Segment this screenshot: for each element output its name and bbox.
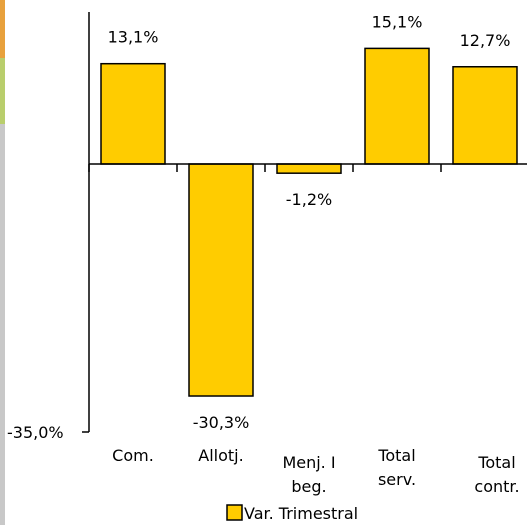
data-label-4: 12,7%: [460, 31, 511, 50]
bars-layer: [100, 47, 518, 397]
data-label-3: 15,1%: [372, 12, 423, 31]
category-label-1: Allotj.: [198, 446, 243, 465]
category-label-line: Total: [477, 453, 515, 472]
category-labels-layer: Com. Allotj. Menj. I beg. Total serv. Total con…: [112, 446, 519, 496]
window-edge-strip-gray: [0, 124, 5, 525]
legend: Var. Trimestral: [226, 504, 358, 523]
category-label-line: beg.: [291, 477, 326, 496]
category-label-3: Total serv.: [377, 446, 416, 489]
window-edge-strip-green: [0, 58, 5, 124]
bar-2: [276, 163, 342, 174]
category-label-line: Allotj.: [198, 446, 243, 465]
category-label-0: Com.: [112, 446, 154, 465]
category-label-line: Total: [377, 446, 415, 465]
bar-1: [188, 163, 254, 397]
bar-3: [364, 47, 430, 165]
category-label-line: contr.: [474, 477, 519, 496]
data-label-0: 13,1%: [108, 28, 159, 47]
category-label-line: Com.: [112, 446, 154, 465]
bar-0: [100, 62, 166, 165]
category-label-line: Menj. I: [282, 453, 335, 472]
y-tick-label-0: -35,0%: [7, 423, 64, 442]
data-label-1: -30,3%: [193, 413, 250, 432]
data-label-2: -1,2%: [286, 190, 332, 209]
legend-label: Var. Trimestral: [244, 504, 358, 523]
axes-layer: [82, 12, 527, 433]
category-label-line: serv.: [378, 470, 416, 489]
data-labels-layer: 13,1% -30,3% -1,2% 15,1% 12,7%: [108, 12, 511, 432]
legend-swatch: [226, 504, 243, 521]
y-tick-labels-layer: -35,0%: [7, 423, 64, 442]
window-edge-strip-orange: [0, 0, 5, 58]
category-label-2: Menj. I beg.: [282, 453, 335, 496]
bar-4: [452, 66, 518, 165]
category-label-4: Total contr.: [474, 453, 519, 496]
